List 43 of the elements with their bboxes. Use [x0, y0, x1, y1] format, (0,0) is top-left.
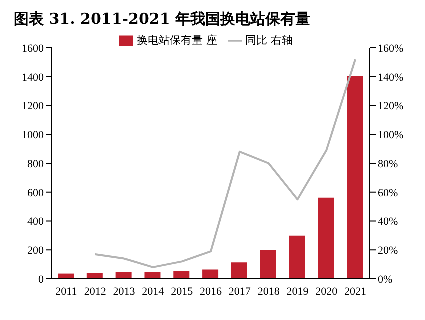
- y2-tick-label: 140%: [378, 72, 404, 84]
- x-tick-label: 2011: [56, 286, 78, 298]
- y2-tick-label: 0%: [378, 274, 393, 286]
- x-tick-label: 2016: [200, 286, 222, 298]
- legend-label: 同比 右轴: [246, 34, 293, 47]
- y-tick-label: 1600: [22, 42, 44, 55]
- y-tick-label: 400: [28, 216, 44, 228]
- x-tick-label: 2021: [344, 286, 367, 298]
- x-tick-label: 2012: [84, 286, 106, 298]
- x-tick-label: 2013: [113, 286, 136, 298]
- y-tick-label: 200: [28, 245, 44, 258]
- x-tick-label: 2015: [171, 286, 194, 298]
- x-tick-label: 2017: [228, 286, 252, 298]
- x-tick-label: 2019: [286, 286, 310, 298]
- y2-tick-label: 40%: [378, 216, 398, 228]
- y-tick-label: 600: [28, 187, 44, 200]
- bar: [86, 273, 103, 279]
- y2-tick-label: 160%: [378, 42, 404, 55]
- y-tick-label: 0: [38, 274, 44, 286]
- chart-title: 图表 31. 2011-2021 年我国换电站保有量: [13, 9, 312, 29]
- bar: [116, 272, 132, 279]
- bar: [347, 76, 364, 279]
- bar: [144, 272, 161, 279]
- bar: [202, 270, 219, 279]
- y-tick-label: 800: [28, 158, 44, 170]
- x-tick-label: 2020: [316, 286, 338, 298]
- x-tick-label: 2018: [258, 286, 280, 298]
- y-tick-label: 1400: [22, 72, 44, 84]
- y2-tick-label: 120%: [378, 100, 404, 113]
- line-series: [94, 58, 357, 268]
- legend-label: 换电站保有量 座: [137, 34, 218, 47]
- y2-tick-label: 20%: [378, 245, 398, 258]
- bar: [260, 250, 276, 279]
- bar: [231, 262, 248, 279]
- bar: [174, 271, 190, 279]
- y-tick-label: 1200: [22, 100, 44, 113]
- y2-tick-label: 60%: [378, 187, 398, 200]
- y2-tick-label: 80%: [378, 158, 398, 170]
- bar: [318, 198, 334, 279]
- bar: [289, 236, 306, 279]
- y-tick-label: 1000: [22, 130, 44, 142]
- x-tick-label: 2014: [142, 286, 165, 298]
- y2-tick-label: 100%: [378, 130, 404, 142]
